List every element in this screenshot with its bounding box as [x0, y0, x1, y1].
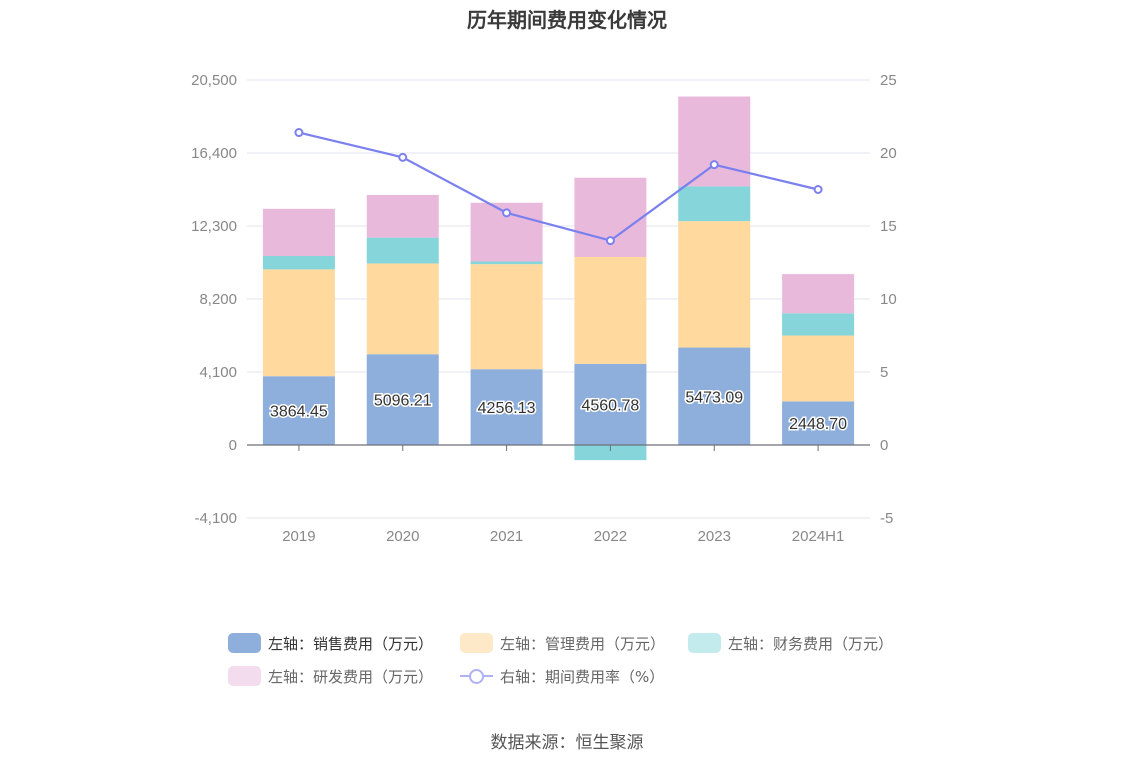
legend-label: 左轴：研发费用（万元）	[268, 667, 434, 686]
legend-swatch	[228, 633, 261, 653]
bar-1-2019	[262, 376, 335, 445]
legend-swatch	[460, 633, 493, 653]
left-tick-label: 8,200	[199, 291, 237, 308]
bar-data-label: 3864.45	[270, 404, 328, 421]
x-axis	[247, 444, 870, 451]
bar-3-2023	[678, 186, 751, 222]
right-tick-label: 10	[880, 291, 897, 308]
rate-line-series	[294, 128, 823, 246]
left-tick-label: -4,100	[194, 510, 237, 527]
bar-3-2020	[366, 237, 439, 264]
source-note: 数据来源：恒生聚源	[490, 733, 644, 753]
left-tick-label: 16,400	[191, 145, 237, 162]
bar-2-2019	[262, 269, 335, 377]
chart-title: 历年期间费用变化情况	[467, 8, 667, 32]
bar-4-2020	[366, 194, 439, 238]
bar-2-2022	[574, 256, 647, 364]
bar-4-2024H1	[782, 274, 855, 314]
bar-series	[262, 96, 855, 461]
legend-label: 左轴：销售费用（万元）	[268, 634, 434, 653]
left-axis-ticks: 20,500 16,400 12,300 8,200 4,100 0 -4,100	[191, 72, 237, 527]
legend-item[interactable]: 左轴：管理费用（万元）	[460, 630, 665, 656]
x-tick-label: 2019	[282, 528, 315, 545]
legend-line-icon	[460, 666, 493, 686]
bar-1-2022	[574, 363, 647, 445]
legend-swatch	[688, 633, 721, 653]
x-tick-label: 2023	[698, 528, 731, 545]
bar-1-2023	[678, 347, 751, 445]
left-tick-label: 0	[229, 437, 237, 454]
bar-data-label: 2448.70	[789, 416, 847, 433]
bar-2-2020	[366, 263, 439, 355]
rate-point	[398, 152, 408, 162]
bar-data-label: 4256.13	[478, 400, 536, 417]
right-tick-label: 20	[880, 145, 897, 162]
legend-swatch	[228, 666, 261, 686]
legend-item[interactable]: 右轴：期间费用率（%）	[460, 663, 664, 689]
legend-label: 右轴：期间费用率（%）	[500, 667, 665, 686]
bar-2-2024H1	[782, 335, 855, 402]
bar-1-2020	[366, 354, 439, 445]
legend-label: 左轴：管理费用（万元）	[500, 634, 666, 653]
bar-3-2021	[470, 261, 543, 265]
left-tick-label: 4,100	[199, 364, 237, 381]
bar-1-2024H1	[782, 401, 855, 445]
x-tick-label: 2024H1	[792, 528, 845, 545]
bar-3-2024H1	[782, 313, 855, 336]
x-tick-label: 2022	[594, 528, 627, 545]
rate-point	[294, 128, 304, 138]
rate-point	[813, 185, 823, 194]
bar-data-labels: 3864.45 5096.21 4256.13 4560.78 5473.09 2448.…	[268, 388, 848, 435]
x-tick-label: 2020	[386, 528, 419, 545]
x-axis-ticks: 2019 2020 2021 2022 2023 2024H1	[282, 528, 844, 545]
right-tick-label: -5	[880, 510, 893, 527]
bar-data-label: 5096.21	[374, 393, 432, 410]
rate-point	[605, 236, 615, 246]
rate-point	[502, 208, 512, 218]
right-tick-label: 25	[880, 72, 897, 89]
rate-line	[298, 131, 819, 242]
bar-3-2022	[574, 445, 647, 461]
grid-lines	[247, 79, 870, 519]
bar-data-label: 4560.78	[581, 397, 639, 414]
bar-2-2023	[678, 221, 751, 348]
legend-item[interactable]: 左轴：研发费用（万元）	[228, 663, 433, 689]
bar-data-label: 5473.09	[685, 389, 743, 406]
rate-point	[709, 160, 719, 170]
right-tick-label: 5	[880, 364, 888, 381]
left-tick-label: 12,300	[191, 218, 237, 235]
legend-item[interactable]: 左轴：销售费用（万元）	[228, 630, 433, 656]
left-tick-label: 20,500	[191, 72, 237, 89]
right-tick-label: 15	[880, 218, 897, 235]
bar-2-2021	[470, 264, 543, 370]
bar-3-2019	[262, 256, 335, 270]
right-tick-label: 0	[880, 437, 888, 454]
bar-4-2019	[262, 208, 335, 257]
x-tick-label: 2021	[490, 528, 523, 545]
right-axis-ticks: 25 20 15 10 5 0 -5	[880, 72, 897, 527]
legend-item[interactable]: 左轴：财务费用（万元）	[688, 630, 893, 656]
legend-label: 左轴：财务费用（万元）	[728, 634, 894, 653]
bar-1-2021	[470, 369, 543, 445]
bar-4-2023	[678, 96, 751, 187]
